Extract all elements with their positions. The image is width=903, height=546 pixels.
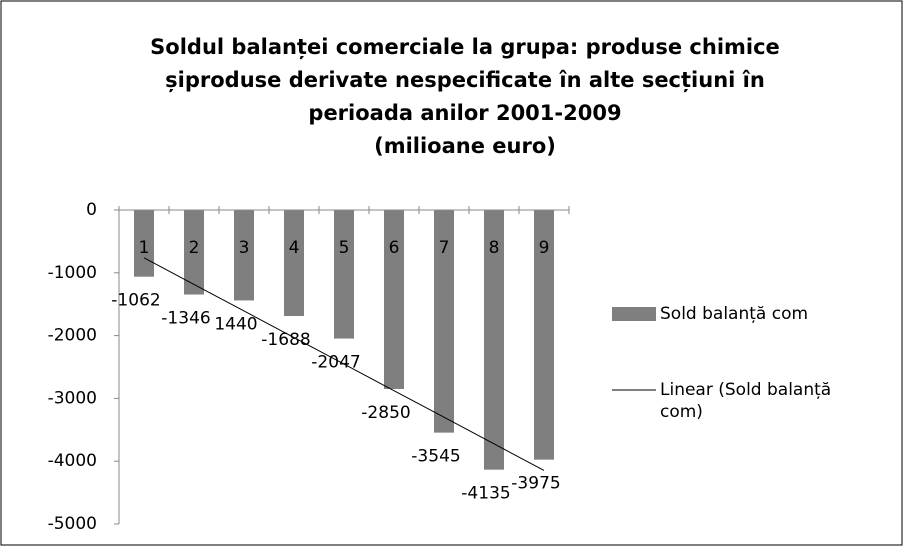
data-label: -4135 — [461, 484, 510, 504]
x-tick-label: 9 — [539, 238, 550, 258]
y-tick-label: -5000 — [48, 514, 97, 534]
data-label: 1440 — [214, 314, 257, 334]
chart-title: perioada anilor 2001-2009 — [308, 101, 621, 125]
trend-line — [143, 257, 545, 471]
bar — [284, 210, 304, 317]
data-label: -3975 — [511, 474, 560, 494]
bar — [534, 210, 554, 460]
y-tick-label: -1000 — [48, 263, 97, 283]
x-tick-label: 8 — [489, 238, 500, 258]
chart-title: șiproduse derivate nespecificate în alte… — [165, 68, 765, 93]
data-label: -2047 — [311, 353, 360, 373]
y-tick-label: -2000 — [48, 326, 97, 346]
data-label: -1346 — [161, 309, 210, 329]
x-tick-label: 1 — [139, 238, 150, 258]
bar — [184, 210, 204, 295]
bar — [334, 210, 354, 339]
x-tick-label: 7 — [439, 238, 450, 258]
chart-title: (milioane euro) — [374, 134, 556, 158]
x-tick-label: 6 — [389, 238, 400, 258]
bar — [234, 210, 254, 301]
y-tick-label: -3000 — [48, 388, 97, 408]
x-tick-label: 5 — [339, 238, 350, 258]
data-label: -1062 — [111, 291, 160, 311]
bar — [484, 210, 504, 470]
legend-swatch — [612, 307, 656, 321]
x-tick-label: 2 — [189, 238, 200, 258]
bar — [384, 210, 404, 389]
data-label: -2850 — [361, 403, 410, 423]
y-tick-label: 0 — [86, 200, 97, 220]
legend-label: Sold balanță com — [660, 304, 808, 324]
x-tick-label: 3 — [239, 238, 250, 258]
legend-label: Linear (Sold balanță com) — [660, 380, 831, 422]
data-label: -1688 — [261, 330, 310, 350]
data-label: -3545 — [411, 447, 460, 467]
x-tick-label: 4 — [289, 238, 300, 258]
bar — [434, 210, 454, 433]
chart-title: Soldul balanței comerciale la grupa: pro… — [150, 35, 780, 60]
y-tick-label: -4000 — [48, 451, 97, 471]
